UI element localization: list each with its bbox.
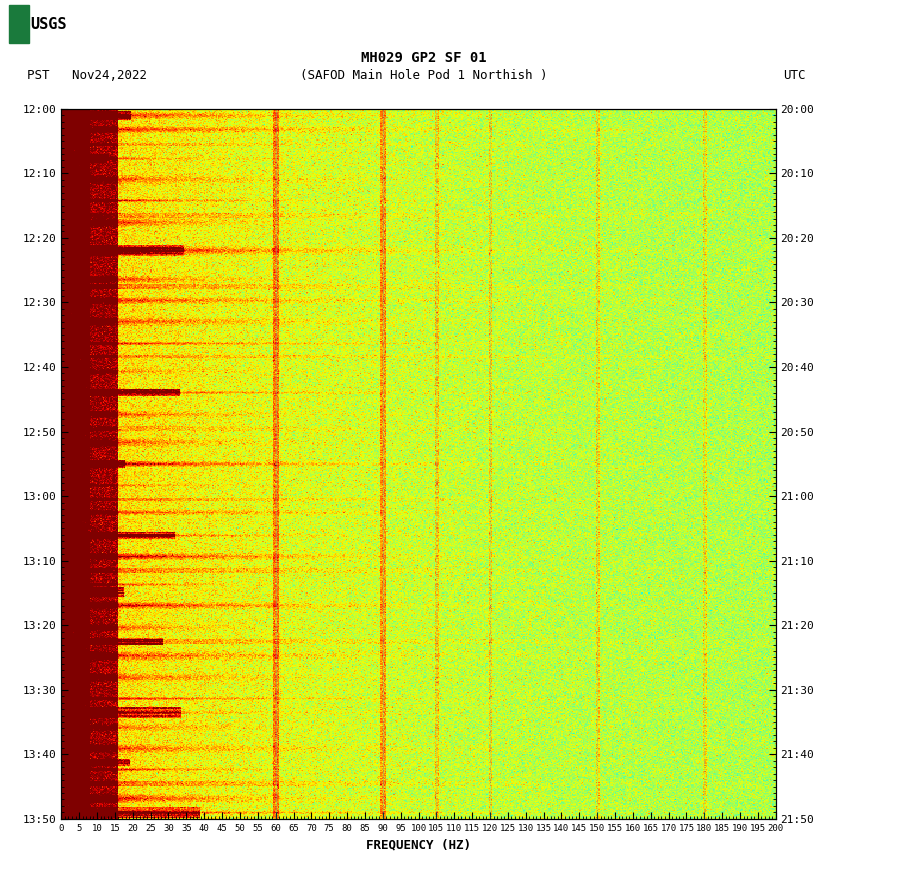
X-axis label: FREQUENCY (HZ): FREQUENCY (HZ) [366, 838, 471, 851]
Text: MH029 GP2 SF 01: MH029 GP2 SF 01 [361, 51, 487, 65]
Text: USGS: USGS [31, 17, 67, 31]
Text: UTC: UTC [783, 70, 805, 82]
Text: (SAFOD Main Hole Pod 1 Northish ): (SAFOD Main Hole Pod 1 Northish ) [300, 70, 548, 82]
Text: PST   Nov24,2022: PST Nov24,2022 [27, 70, 147, 82]
Bar [9, 5, 29, 43]
